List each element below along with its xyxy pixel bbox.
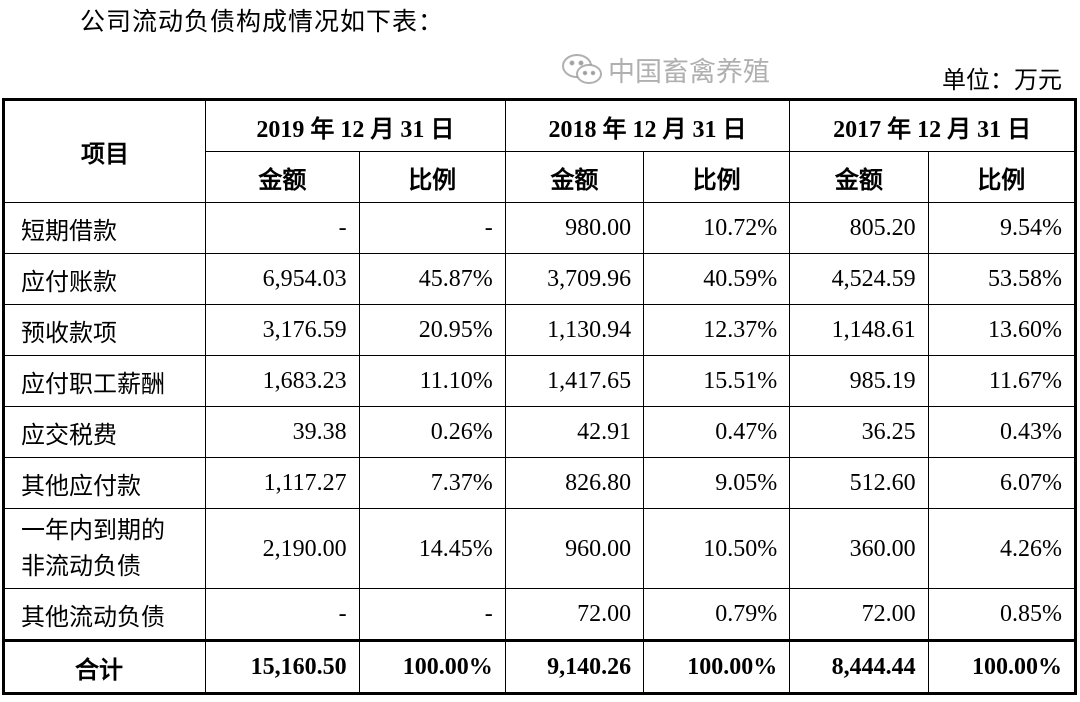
ratio-cell: 9.05% (643, 457, 791, 509)
table-row: 其他流动负债 - -72.00 0.79% 72.00 0.85% (3, 588, 1077, 641)
ratio-cell: 0.47% (643, 406, 791, 458)
watermark: 中国畜禽养殖 (560, 50, 770, 89)
ratio-cell: 100.00% (643, 639, 791, 694)
item-header: 项目 (3, 99, 206, 203)
table-row: 短期借款 - -980.00 10.72% 805.20 9.54% (3, 202, 1077, 254)
ratio-cell: 11.10% (358, 355, 506, 407)
amount-cell: 8,444.44 (789, 639, 929, 694)
table-row: 预收款项 3,176.59 20.95% 1,130.94 12.37% 1,148.61… (3, 304, 1077, 356)
ratio-cell: 40.59% (643, 253, 791, 305)
ratio-cell: 0.79% (643, 588, 791, 641)
amount-cell: 2,190.00 (205, 508, 360, 589)
unit-label: 单位：万元 (942, 68, 1062, 94)
ratio-cell: 13.60% (927, 304, 1077, 356)
amount-cell: 3,709.96 (504, 253, 645, 305)
amount-header: 金额 (205, 151, 360, 203)
ratio-cell: 10.72% (643, 202, 791, 254)
item-line: 一年内到期的 (21, 517, 165, 544)
table-row: 其他应付款 1,117.27 7.37% 826.80 9.05% 512.60 6.07% (3, 457, 1077, 509)
amount-cell: 1,683.23 (205, 355, 360, 407)
amount-cell: - (205, 588, 360, 641)
amount-cell: 4,524.59 (789, 253, 929, 305)
amount-cell: 1,417.65 (504, 355, 645, 407)
amount-cell: 985.19 (789, 355, 929, 407)
table-row: 一年内到期的 非流动负债 2,190.00 14.45% 960.00 10.50% 360… (3, 508, 1077, 589)
ratio-cell: 9.54% (927, 202, 1077, 254)
item-cell: 合计 (3, 639, 206, 694)
item-cell: 其他流动负债 (3, 588, 206, 641)
table-row: 应付职工薪酬 1,683.23 11.10% 1,417.65 15.51% 985.19… (3, 355, 1077, 407)
ratio-cell: 7.37% (358, 457, 506, 509)
total-row: 合计 15,160.50 100.00% 9,140.26 100.00% 8,444.4… (3, 639, 1077, 694)
amount-cell: 9,140.26 (504, 639, 645, 694)
item-cell: 应交税费 (3, 406, 206, 458)
ratio-header: 比例 (643, 151, 791, 203)
amount-cell: 1,130.94 (504, 304, 645, 356)
period-header: 2019 年 12 月 31 日 (205, 99, 506, 152)
ratio-cell: 100.00% (358, 639, 506, 694)
ratio-cell: 15.51% (643, 355, 791, 407)
item-cell: 一年内到期的 非流动负债 (3, 508, 206, 589)
amount-cell: 980.00 (504, 202, 645, 254)
amount-cell: 826.80 (504, 457, 645, 509)
current-liabilities-table: 项目 2019 年 12 月 31 日 2018 年 12 月 31 日 201… (2, 98, 1077, 695)
amount-cell: 72.00 (504, 588, 645, 641)
amount-cell: - (205, 202, 360, 254)
ratio-cell: 12.37% (643, 304, 791, 356)
item-line: 非流动负债 (21, 553, 141, 580)
amount-cell: 512.60 (789, 457, 929, 509)
amount-cell: 3,176.59 (205, 304, 360, 356)
item-cell: 预收款项 (3, 304, 206, 356)
amount-cell: 805.20 (789, 202, 929, 254)
item-cell: 其他应付款 (3, 457, 206, 509)
amount-cell: 15,160.50 (205, 639, 360, 694)
ratio-cell: 14.45% (358, 508, 506, 589)
ratio-header: 比例 (927, 151, 1077, 203)
amount-cell: 36.25 (789, 406, 929, 458)
amount-cell: 39.38 (205, 406, 360, 458)
ratio-cell: 6.07% (927, 457, 1077, 509)
period-header: 2017 年 12 月 31 日 (789, 99, 1076, 152)
ratio-cell: - (358, 588, 506, 641)
ratio-cell: 45.87% (358, 253, 506, 305)
ratio-cell: 11.67% (927, 355, 1077, 407)
table-row: 应交税费 39.38 0.26% 42.91 0.47% 36.25 0.43% (3, 406, 1077, 458)
amount-cell: 72.00 (789, 588, 929, 641)
ratio-cell: 0.26% (358, 406, 506, 458)
ratio-header: 比例 (358, 151, 506, 203)
ratio-cell: 4.26% (927, 508, 1077, 589)
amount-header: 金额 (504, 151, 645, 203)
amount-cell: 1,117.27 (205, 457, 360, 509)
item-cell: 短期借款 (3, 202, 206, 254)
wechat-icon (562, 53, 602, 84)
amount-cell: 960.00 (504, 508, 645, 589)
amount-header: 金额 (789, 151, 929, 203)
ratio-cell: 0.85% (927, 588, 1077, 641)
amount-cell: 360.00 (789, 508, 929, 589)
watermark-text: 中国畜禽养殖 (608, 57, 770, 88)
ratio-cell: 0.43% (927, 406, 1077, 458)
item-cell: 应付职工薪酬 (3, 355, 206, 407)
amount-cell: 1,148.61 (789, 304, 929, 356)
ratio-cell: - (358, 202, 506, 254)
ratio-cell: 53.58% (927, 253, 1077, 305)
item-cell: 应付账款 (3, 253, 206, 305)
amount-cell: 6,954.03 (205, 253, 360, 305)
ratio-cell: 100.00% (927, 639, 1077, 694)
period-header: 2018 年 12 月 31 日 (504, 99, 791, 152)
ratio-cell: 20.95% (358, 304, 506, 356)
ratio-cell: 10.50% (643, 508, 791, 589)
intro-text: 公司流动负债构成情况如下表： (80, 9, 445, 36)
table-row: 应付账款 6,954.03 45.87% 3,709.96 40.59% 4,524.59… (3, 253, 1077, 305)
amount-cell: 42.91 (504, 406, 645, 458)
